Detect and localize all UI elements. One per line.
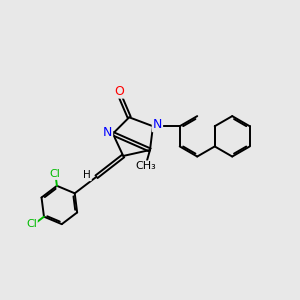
Text: Cl: Cl [26, 219, 37, 229]
Text: CH₃: CH₃ [135, 161, 156, 171]
Text: O: O [114, 85, 124, 98]
Text: Cl: Cl [50, 169, 60, 179]
Text: N: N [153, 118, 162, 131]
Text: H: H [83, 170, 91, 180]
Text: N: N [103, 126, 112, 139]
